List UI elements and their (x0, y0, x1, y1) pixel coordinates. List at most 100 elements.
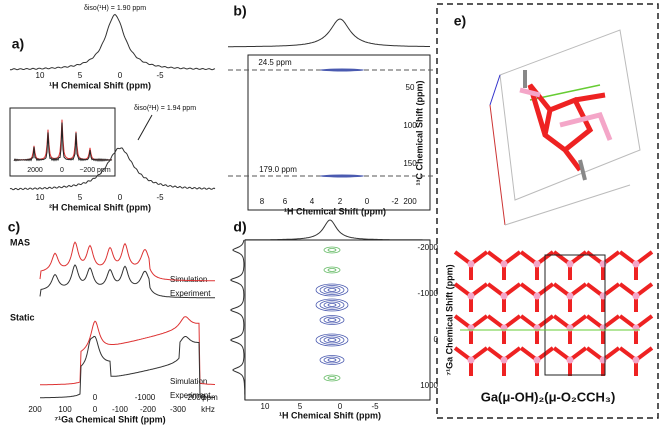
tick-label: 6 (283, 197, 288, 206)
contour (327, 376, 337, 380)
atom (533, 356, 541, 364)
spectrum (245, 219, 430, 241)
contour (323, 266, 341, 274)
legend-label: Simulation (170, 377, 207, 386)
peak-label: 24.5 ppm (258, 58, 292, 67)
projection (229, 239, 246, 400)
atom (500, 260, 508, 268)
panel-label: e) (454, 13, 466, 29)
spectrum (39, 264, 215, 299)
contour (323, 336, 341, 344)
contour (323, 374, 341, 382)
peak-label: 179.0 ppm (259, 165, 297, 174)
contour (327, 288, 337, 292)
d-frame (244, 239, 431, 401)
annotation: δiso(²H) = 1.94 ppm (134, 105, 196, 112)
contour (319, 355, 345, 365)
axis-title: ¹³C Chemical Shift (ppm) (414, 80, 424, 185)
tick-label: -1000 (418, 289, 439, 298)
legend-label: Simulation (170, 275, 207, 284)
panel-e-frame (436, 3, 659, 419)
contour (319, 335, 345, 345)
contour (327, 318, 337, 322)
contour (327, 338, 337, 342)
contour (323, 356, 341, 364)
tick-label: 0 (93, 393, 98, 402)
atom (566, 356, 574, 364)
tick-label: 100 (403, 121, 417, 130)
formula: Ga(μ-OH)₂(μ-O₂CCH₃) (481, 389, 616, 404)
contour (327, 303, 337, 307)
tick-label: -1000 (135, 393, 156, 402)
contour (323, 246, 341, 254)
spectrum (228, 18, 430, 48)
atom (533, 292, 541, 300)
panel-label: d) (233, 219, 246, 235)
contour (327, 358, 337, 362)
axis-title: ⁷¹Ga Chemical Shift (ppm) (444, 264, 454, 375)
axis-title: ⁷¹Ga Chemical Shift (ppm) (54, 414, 165, 424)
series-label: MAS (10, 237, 30, 247)
atom (500, 356, 508, 364)
inset-spectrum (13, 122, 113, 162)
annotation: δiso(¹H) = 1.90 ppm (84, 5, 146, 12)
tick-label: -5 (371, 402, 379, 411)
tick-label: 0 (118, 193, 123, 202)
tick-label: -300 (170, 405, 187, 414)
contour (323, 301, 341, 309)
tick-label: 0 (365, 197, 370, 206)
contour (323, 316, 341, 324)
b-frame (247, 54, 431, 211)
atom (632, 260, 640, 268)
tick-label: 0 (118, 71, 123, 80)
tick-label: 10 (261, 402, 270, 411)
atom (632, 292, 640, 300)
series-label: Static (10, 312, 35, 322)
tick-label: -2000 (418, 243, 439, 252)
tick-label: -2 (391, 197, 399, 206)
tick-label: 200 (28, 405, 42, 414)
panel-label: b) (233, 3, 246, 19)
contour (319, 315, 345, 325)
tick-label: -5 (156, 193, 164, 202)
atom (500, 292, 508, 300)
contour (315, 298, 349, 312)
spectrum (40, 316, 215, 386)
tick-label: 0 (434, 335, 439, 344)
atom (566, 260, 574, 268)
atom (467, 260, 475, 268)
unit-cell (544, 254, 606, 376)
tick-label: -100 (112, 405, 129, 414)
tick-label: 100 (58, 405, 72, 414)
axis-title: ¹H Chemical Shift (ppm) (284, 206, 386, 216)
tick-label: 2 (338, 197, 343, 206)
axis-title: ¹H Chemical Shift (ppm) (279, 410, 381, 420)
spectrum (40, 335, 215, 399)
contour (319, 285, 345, 295)
tick-label: 150 (403, 159, 417, 168)
tick-label: -2000 (185, 393, 206, 402)
tick-label: 8 (260, 197, 265, 206)
tick-label: 200 (403, 197, 417, 206)
contour (327, 268, 337, 272)
atom (632, 356, 640, 364)
axis-title: ¹H Chemical Shift (ppm) (49, 80, 151, 90)
tick-label: 5 (78, 193, 83, 202)
tick-label: 0 (338, 402, 343, 411)
tick-label: −200 ppm (79, 167, 110, 174)
tick-label: 1000 (420, 381, 438, 390)
tick-label: 0 (93, 405, 98, 414)
legend-label: Experiment (170, 289, 211, 298)
spectrum (9, 13, 216, 71)
contour (319, 300, 345, 310)
atom (467, 292, 475, 300)
tick-label: -5 (156, 71, 164, 80)
spectrum (39, 241, 215, 282)
annotation-pointer (137, 114, 153, 141)
tick-label: 2000 (27, 167, 43, 174)
contour (323, 286, 341, 294)
contour (315, 333, 349, 347)
tick-label: 10 (36, 71, 45, 80)
tick-label: -200 (140, 405, 157, 414)
